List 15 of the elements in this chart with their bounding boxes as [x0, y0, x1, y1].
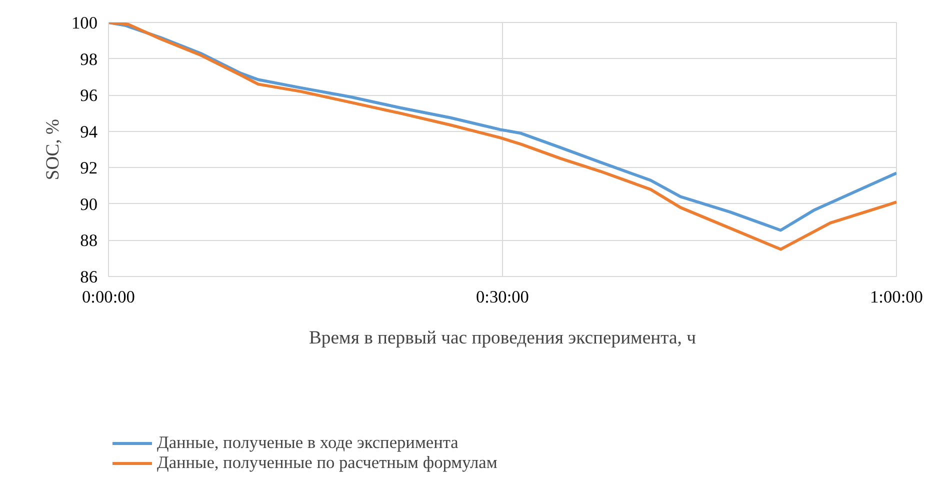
x-tick-label: 0:00:00 [82, 288, 135, 306]
legend-label: Данные, полученые в ходе эксперимента [157, 433, 458, 453]
y-tick-label: 100 [72, 14, 98, 32]
y-tick-label: 90 [80, 194, 98, 214]
legend-label: Данные, полученные по расчетным формулам [157, 453, 498, 473]
y-axis-title: SOC, % [42, 118, 64, 180]
y-tick-label: 88 [80, 231, 98, 250]
y-tick-label: 98 [80, 50, 98, 69]
x-tick-label: 0:30:00 [476, 288, 529, 306]
y-tick-label: 92 [80, 158, 98, 178]
y-tick-label: 96 [80, 86, 98, 106]
x-tick-label: 1:00:00 [870, 288, 923, 306]
y-tick-label: 94 [80, 122, 98, 142]
y-tick-label: 86 [80, 268, 98, 286]
x-axis-title: Время в первый час проведения эксперимента, ч [308, 328, 696, 348]
